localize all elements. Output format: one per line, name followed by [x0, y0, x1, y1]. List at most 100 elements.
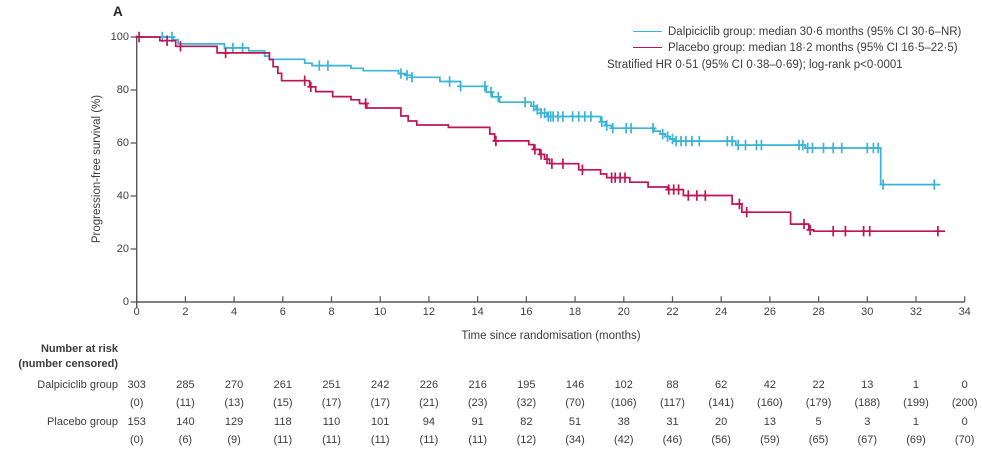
risk-censored: (160) [757, 397, 783, 409]
risk-censored: (106) [610, 397, 637, 409]
risk-count: 91 [471, 416, 484, 428]
x-tick-label: 20 [617, 306, 630, 318]
risk-censored: (15) [273, 397, 293, 409]
risk-table-header-1: Number at risk [40, 343, 118, 355]
risk-count: 20 [715, 416, 728, 428]
risk-count: 0 [961, 379, 968, 391]
x-tick-label: 12 [422, 306, 436, 318]
risk-count: 13 [763, 416, 776, 428]
risk-censored: (179) [805, 397, 832, 409]
risk-censored: (21) [419, 397, 439, 409]
x-tick-label: 30 [861, 306, 874, 318]
risk-count: 140 [176, 416, 195, 428]
risk-count: 5 [815, 416, 822, 428]
risk-count: 195 [517, 379, 536, 391]
risk-count: 261 [273, 379, 292, 391]
risk-censored: (42) [613, 434, 634, 446]
risk-count: 1 [912, 416, 920, 428]
y-tick-label: 80 [116, 84, 129, 96]
y-tick-label: 20 [116, 243, 129, 255]
risk-row-label: Dalpiciclib group [37, 379, 118, 391]
x-tick-label: 18 [568, 306, 582, 318]
risk-censored: (13) [224, 397, 244, 409]
risk-censored: (56) [711, 434, 731, 446]
legend-annotation: Stratified HR 0·51 (95% CI 0·38–0·69); l… [607, 58, 903, 71]
risk-count: 146 [565, 379, 585, 391]
x-axis-title: Time since randomisation (months) [461, 330, 641, 342]
x-tick-label: 8 [328, 306, 335, 318]
x-tick-label: 10 [374, 306, 387, 318]
x-tick-label: 34 [958, 306, 971, 318]
risk-count: 303 [127, 379, 146, 391]
x-tick-label: 22 [666, 306, 679, 318]
risk-censored: (11) [370, 434, 390, 446]
legend: Dalpiciclib group: median 30·6 months (9… [607, 24, 961, 73]
risk-censored: (69) [906, 434, 926, 446]
risk-censored: (11) [322, 434, 341, 446]
x-tick-label: 14 [471, 306, 484, 318]
dalpiciclib-line-swatch [633, 31, 662, 32]
risk-count: 118 [274, 416, 292, 428]
x-tick-label: 4 [231, 306, 238, 318]
risk-censored: (9) [227, 434, 241, 446]
risk-count: 110 [322, 416, 341, 428]
risk-censored: (11) [419, 434, 439, 446]
risk-count: 216 [468, 379, 487, 391]
risk-censored: (34) [565, 434, 585, 446]
y-tick-label: 0 [122, 296, 129, 308]
risk-censored: (11) [273, 434, 293, 446]
risk-count: 285 [176, 379, 195, 391]
risk-count: 153 [127, 416, 146, 428]
risk-censored: (200) [951, 397, 978, 409]
risk-censored: (6) [178, 434, 193, 446]
risk-censored: (17) [370, 397, 390, 409]
risk-count: 129 [224, 416, 244, 428]
legend-label-placebo: Placebo group: median 18·2 months (95% C… [668, 42, 958, 55]
risk-count: 1 [912, 379, 920, 391]
risk-censored: (70) [565, 397, 585, 409]
risk-count: 101 [371, 416, 390, 428]
risk-censored: (11) [468, 434, 488, 446]
y-axis-title: Progression-free survival (%) [91, 94, 103, 244]
legend-row-dalpiciclib: Dalpiciclib group: median 30·6 months (9… [633, 24, 961, 40]
risk-count: 226 [419, 379, 439, 391]
risk-count: 270 [224, 379, 244, 391]
risk-censored: (67) [857, 434, 878, 446]
risk-censored: (0) [129, 434, 144, 446]
risk-count: 62 [715, 379, 728, 391]
legend-label-dalpiciclib: Dalpiciclib group: median 30·6 months (9… [668, 26, 962, 38]
risk-row-label: Placebo group [47, 416, 118, 428]
risk-count: 102 [614, 379, 633, 391]
legend-row-placebo: Placebo group: median 18·2 months (95% C… [633, 40, 961, 56]
risk-count: 42 [763, 379, 776, 391]
risk-censored: (32) [516, 397, 537, 409]
x-tick-label: 6 [279, 306, 286, 318]
risk-count: 82 [520, 416, 533, 428]
risk-censored: (59) [760, 434, 780, 446]
x-tick-label: 24 [715, 306, 728, 318]
panel-label: A [113, 4, 123, 19]
risk-count: 3 [864, 416, 871, 428]
risk-table-header-2: (number censored) [18, 358, 118, 370]
y-tick-label: 100 [110, 31, 129, 43]
risk-count: 13 [861, 379, 874, 391]
risk-censored: (117) [660, 397, 685, 409]
risk-count: 22 [812, 379, 825, 391]
risk-censored: (65) [808, 434, 829, 446]
risk-censored: (188) [854, 397, 881, 409]
risk-count: 0 [961, 416, 968, 428]
x-tick-label: 32 [909, 306, 923, 318]
risk-censored: (70) [954, 434, 975, 446]
risk-censored: (46) [662, 434, 683, 446]
x-tick-label: 16 [520, 306, 533, 318]
risk-count: 88 [666, 379, 679, 391]
risk-censored: (12) [516, 434, 537, 446]
x-tick-label: 2 [182, 306, 189, 318]
risk-censored: (23) [467, 397, 488, 409]
risk-censored: (17) [321, 397, 342, 409]
y-tick-label: 60 [116, 137, 129, 149]
placebo-line-swatch [633, 47, 662, 49]
risk-censored: (0) [129, 397, 144, 409]
